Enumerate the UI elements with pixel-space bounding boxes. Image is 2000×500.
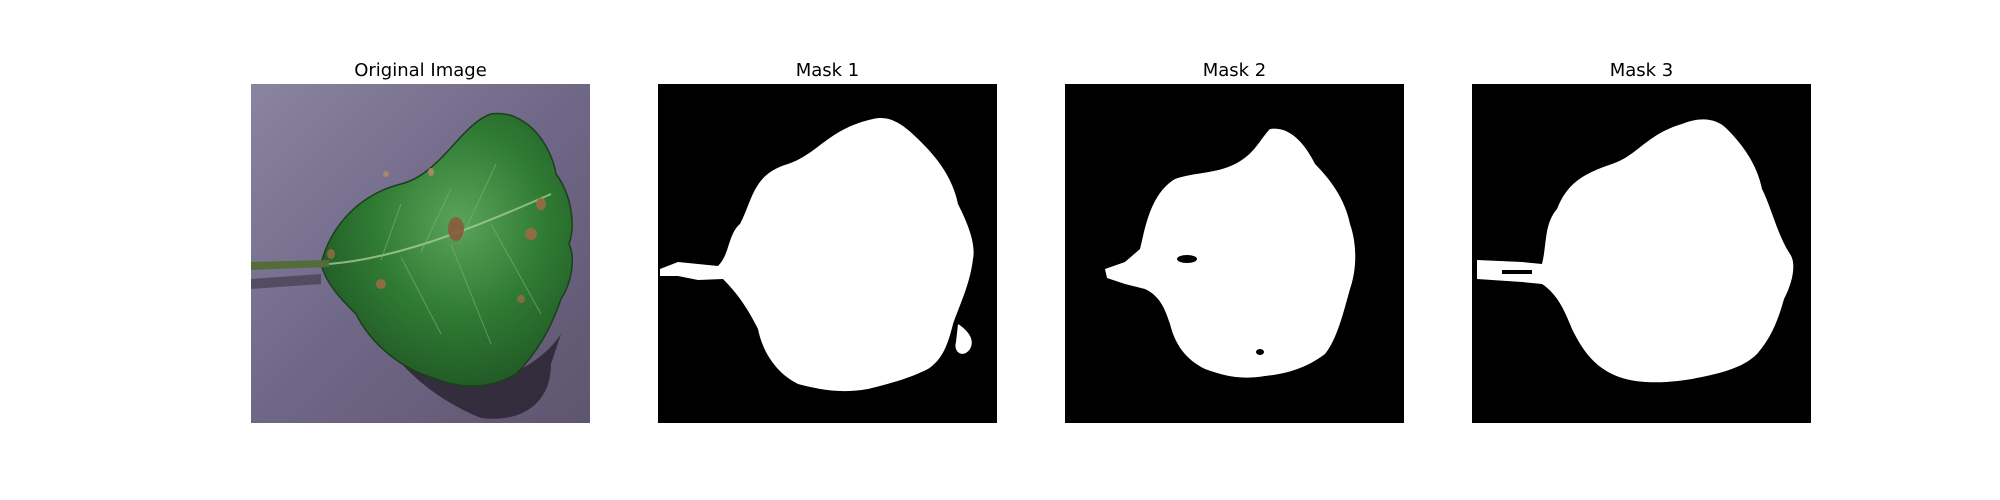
panel-title: Mask 3 [1609, 60, 1674, 81]
mask-2-image [1065, 84, 1404, 423]
mask-2-panel: Mask 2 [1065, 58, 1404, 423]
mask-1-graphic [658, 84, 997, 423]
panel-title: Original Image [354, 60, 487, 81]
mask-3-image [1472, 84, 1811, 423]
leaf-stem [251, 260, 329, 270]
mask-2-graphic [1065, 84, 1404, 423]
mask-1-panel: Mask 1 [658, 58, 997, 423]
mask-1-image [658, 84, 997, 423]
mask-3-graphic [1472, 84, 1811, 423]
original-image [251, 84, 590, 423]
panel-title: Mask 2 [1202, 60, 1267, 81]
original-image-panel: Original Image [251, 58, 590, 423]
mask-3-panel: Mask 3 [1472, 58, 1811, 423]
leaf-shadow [361, 284, 561, 419]
panel-title: Mask 1 [795, 60, 860, 81]
leaf-photo [251, 84, 590, 423]
